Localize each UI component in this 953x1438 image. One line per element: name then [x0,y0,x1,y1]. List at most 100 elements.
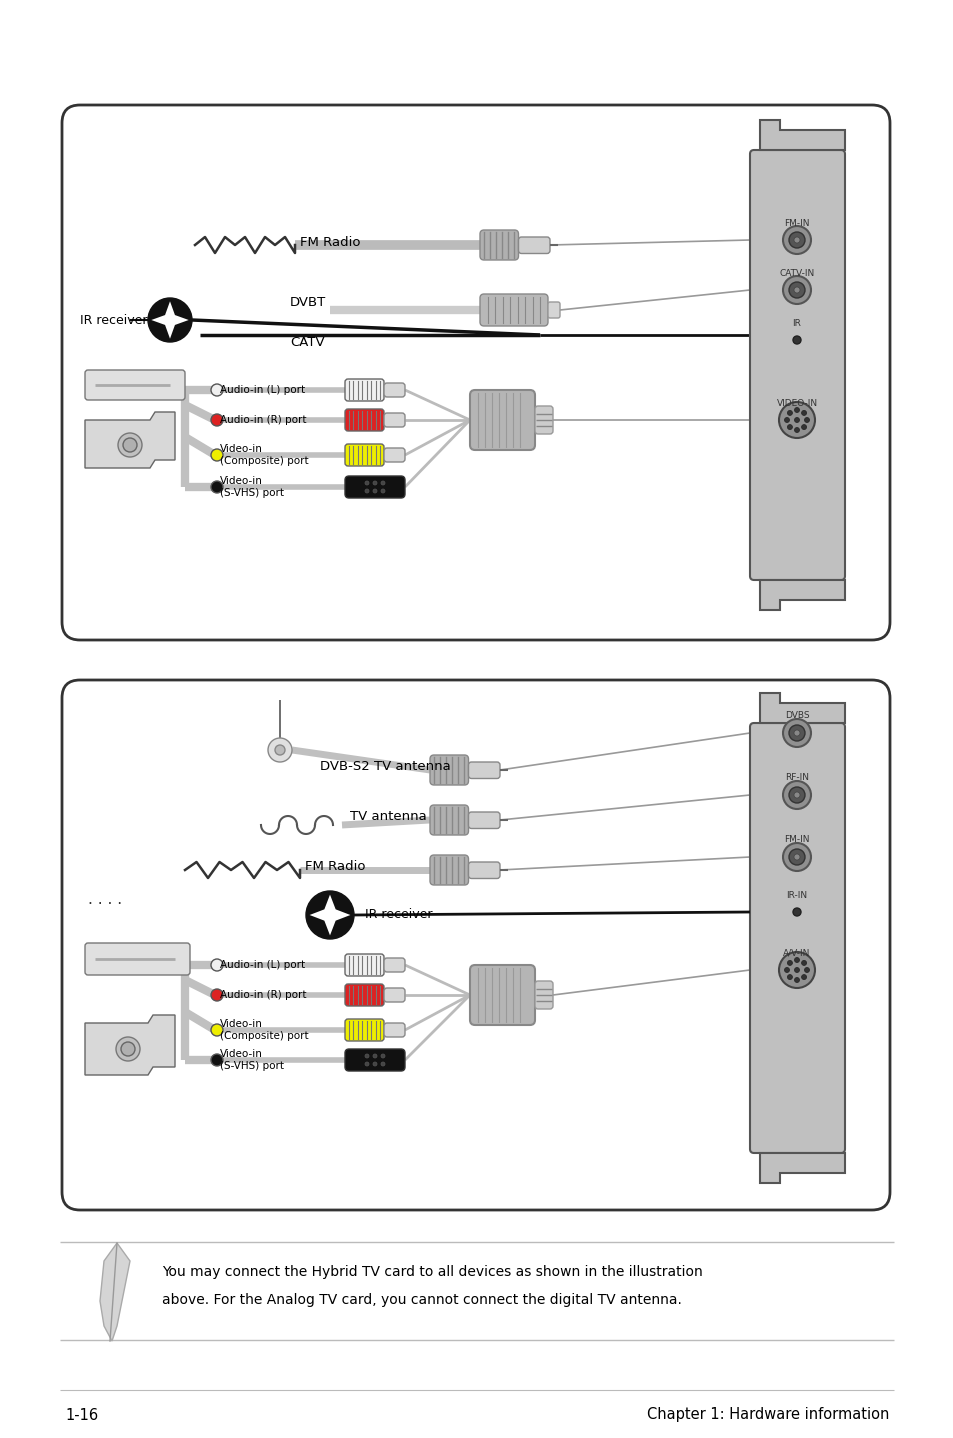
Circle shape [118,433,142,457]
Polygon shape [760,580,844,610]
Text: A/V-IN: A/V-IN [782,949,810,958]
Circle shape [373,489,376,493]
FancyBboxPatch shape [468,762,499,778]
Circle shape [211,384,223,395]
Polygon shape [152,302,189,339]
FancyBboxPatch shape [547,302,559,318]
FancyBboxPatch shape [749,723,844,1153]
Text: Video-in
(Composite) port: Video-in (Composite) port [220,1020,309,1041]
FancyBboxPatch shape [85,370,185,400]
Polygon shape [85,1015,174,1076]
Text: IR: IR [792,319,801,328]
FancyBboxPatch shape [384,383,405,397]
Text: Audio-in (L) port: Audio-in (L) port [220,385,305,395]
Circle shape [211,449,223,462]
Text: FM Radio: FM Radio [305,860,365,873]
FancyBboxPatch shape [384,958,405,972]
Circle shape [123,439,137,452]
Circle shape [380,1054,385,1058]
Text: IR receiver: IR receiver [365,909,432,922]
FancyBboxPatch shape [430,755,468,785]
Circle shape [373,1063,376,1066]
Circle shape [782,719,810,746]
Text: CATV: CATV [290,336,324,349]
FancyBboxPatch shape [384,413,405,427]
Circle shape [788,232,804,247]
Text: 1-16: 1-16 [65,1408,98,1422]
FancyBboxPatch shape [345,476,405,498]
Text: DVB-S2 TV antenna: DVB-S2 TV antenna [319,761,450,774]
Circle shape [794,968,799,972]
Circle shape [794,978,799,982]
Circle shape [793,792,800,798]
Circle shape [801,975,805,979]
Text: Audio-in (R) port: Audio-in (R) port [220,989,306,999]
Circle shape [793,854,800,860]
Text: Audio-in (L) port: Audio-in (L) port [220,961,305,971]
Circle shape [365,1054,369,1058]
Circle shape [211,1024,223,1035]
Text: Video-in
(Composite) port: Video-in (Composite) port [220,444,309,466]
Circle shape [116,1037,140,1061]
Circle shape [373,1054,376,1058]
Circle shape [365,489,369,493]
Text: DVBS: DVBS [784,712,808,720]
FancyBboxPatch shape [85,943,190,975]
Text: IR receiver: IR receiver [80,313,148,326]
FancyBboxPatch shape [62,105,889,640]
FancyBboxPatch shape [468,812,499,828]
Text: DVBT: DVBT [290,295,326,309]
Circle shape [786,424,792,430]
FancyBboxPatch shape [518,237,550,253]
Circle shape [794,427,799,433]
Circle shape [786,975,792,979]
FancyBboxPatch shape [479,293,547,326]
FancyBboxPatch shape [384,449,405,462]
FancyBboxPatch shape [470,390,535,450]
FancyBboxPatch shape [345,444,384,466]
Circle shape [380,489,385,493]
Circle shape [782,226,810,255]
Circle shape [793,288,800,293]
Circle shape [793,237,800,243]
Text: FM Radio: FM Radio [299,236,360,249]
Circle shape [306,892,354,939]
Text: CATV-IN: CATV-IN [779,269,814,279]
Circle shape [211,414,223,426]
Circle shape [801,961,805,965]
Circle shape [782,781,810,810]
Circle shape [373,480,376,485]
FancyBboxPatch shape [345,1020,384,1041]
FancyBboxPatch shape [345,953,384,976]
Circle shape [268,738,292,762]
Circle shape [801,410,805,416]
Circle shape [779,952,814,988]
Text: Chapter 1: Hardware information: Chapter 1: Hardware information [646,1408,888,1422]
Circle shape [365,1063,369,1066]
Circle shape [274,745,285,755]
Circle shape [788,787,804,802]
Circle shape [211,989,223,1001]
FancyBboxPatch shape [479,230,518,260]
Circle shape [794,407,799,413]
Circle shape [779,403,814,439]
Text: FM-IN: FM-IN [783,220,809,229]
Polygon shape [100,1242,130,1342]
FancyBboxPatch shape [384,1022,405,1037]
Text: RF-IN: RF-IN [784,774,808,782]
Text: Video-in
(S-VHS) port: Video-in (S-VHS) port [220,476,284,498]
FancyBboxPatch shape [345,984,384,1007]
Circle shape [788,282,804,298]
Circle shape [786,410,792,416]
Circle shape [211,959,223,971]
Text: Video-in
(S-VHS) port: Video-in (S-VHS) port [220,1050,284,1071]
Polygon shape [760,1153,844,1183]
Circle shape [211,480,223,493]
Circle shape [782,276,810,303]
FancyBboxPatch shape [430,805,468,835]
FancyBboxPatch shape [345,408,384,431]
Circle shape [794,958,799,962]
Circle shape [783,417,789,423]
Text: You may connect the Hybrid TV card to all devices as shown in the illustration: You may connect the Hybrid TV card to al… [162,1265,702,1278]
FancyBboxPatch shape [749,150,844,580]
